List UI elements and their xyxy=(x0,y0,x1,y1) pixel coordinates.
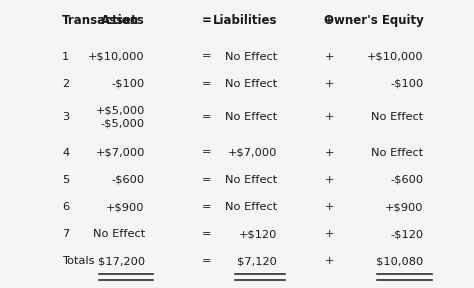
Text: No Effect: No Effect xyxy=(92,229,145,239)
Text: $7,120: $7,120 xyxy=(237,257,277,266)
Text: +$7,000: +$7,000 xyxy=(228,147,277,158)
Text: Totals: Totals xyxy=(62,257,95,266)
Text: +: + xyxy=(325,112,334,122)
Text: =: = xyxy=(201,147,211,158)
Text: 5: 5 xyxy=(62,175,69,185)
Text: =: = xyxy=(201,14,211,26)
Text: 6: 6 xyxy=(62,202,69,212)
Text: -$100: -$100 xyxy=(111,79,145,89)
Text: -$100: -$100 xyxy=(391,79,424,89)
Text: +$5,000
-$5,000: +$5,000 -$5,000 xyxy=(95,106,145,128)
Text: No Effect: No Effect xyxy=(225,52,277,62)
Text: $17,200: $17,200 xyxy=(98,257,145,266)
Text: =: = xyxy=(201,229,211,239)
Text: 3: 3 xyxy=(62,112,69,122)
Text: 1: 1 xyxy=(62,52,69,62)
Text: =: = xyxy=(201,79,211,89)
Text: +$7,000: +$7,000 xyxy=(95,147,145,158)
Text: -$600: -$600 xyxy=(112,175,145,185)
Text: +: + xyxy=(325,229,334,239)
Text: Liabilities: Liabilities xyxy=(213,14,277,26)
Text: Assets: Assets xyxy=(101,14,145,26)
Text: +: + xyxy=(325,202,334,212)
Text: 2: 2 xyxy=(62,79,69,89)
Text: +$120: +$120 xyxy=(239,229,277,239)
Text: 4: 4 xyxy=(62,147,69,158)
Text: +$10,000: +$10,000 xyxy=(88,52,145,62)
Text: No Effect: No Effect xyxy=(225,175,277,185)
Text: +: + xyxy=(325,52,334,62)
Text: +: + xyxy=(325,147,334,158)
Text: +: + xyxy=(324,14,334,26)
Text: =: = xyxy=(201,52,211,62)
Text: +: + xyxy=(325,257,334,266)
Text: +: + xyxy=(325,175,334,185)
Text: Owner's Equity: Owner's Equity xyxy=(324,14,424,26)
Text: +$900: +$900 xyxy=(106,202,145,212)
Text: 7: 7 xyxy=(62,229,69,239)
Text: -$120: -$120 xyxy=(391,229,424,239)
Text: No Effect: No Effect xyxy=(225,202,277,212)
Text: No Effect: No Effect xyxy=(372,147,424,158)
Text: No Effect: No Effect xyxy=(372,112,424,122)
Text: -$600: -$600 xyxy=(391,175,424,185)
Text: +$900: +$900 xyxy=(385,202,424,212)
Text: $10,080: $10,080 xyxy=(376,257,424,266)
Text: =: = xyxy=(201,112,211,122)
Text: =: = xyxy=(201,175,211,185)
Text: Transaction: Transaction xyxy=(62,14,139,26)
Text: =: = xyxy=(201,202,211,212)
Text: =: = xyxy=(201,257,211,266)
Text: No Effect: No Effect xyxy=(225,112,277,122)
Text: +$10,000: +$10,000 xyxy=(367,52,424,62)
Text: +: + xyxy=(325,79,334,89)
Text: No Effect: No Effect xyxy=(225,79,277,89)
